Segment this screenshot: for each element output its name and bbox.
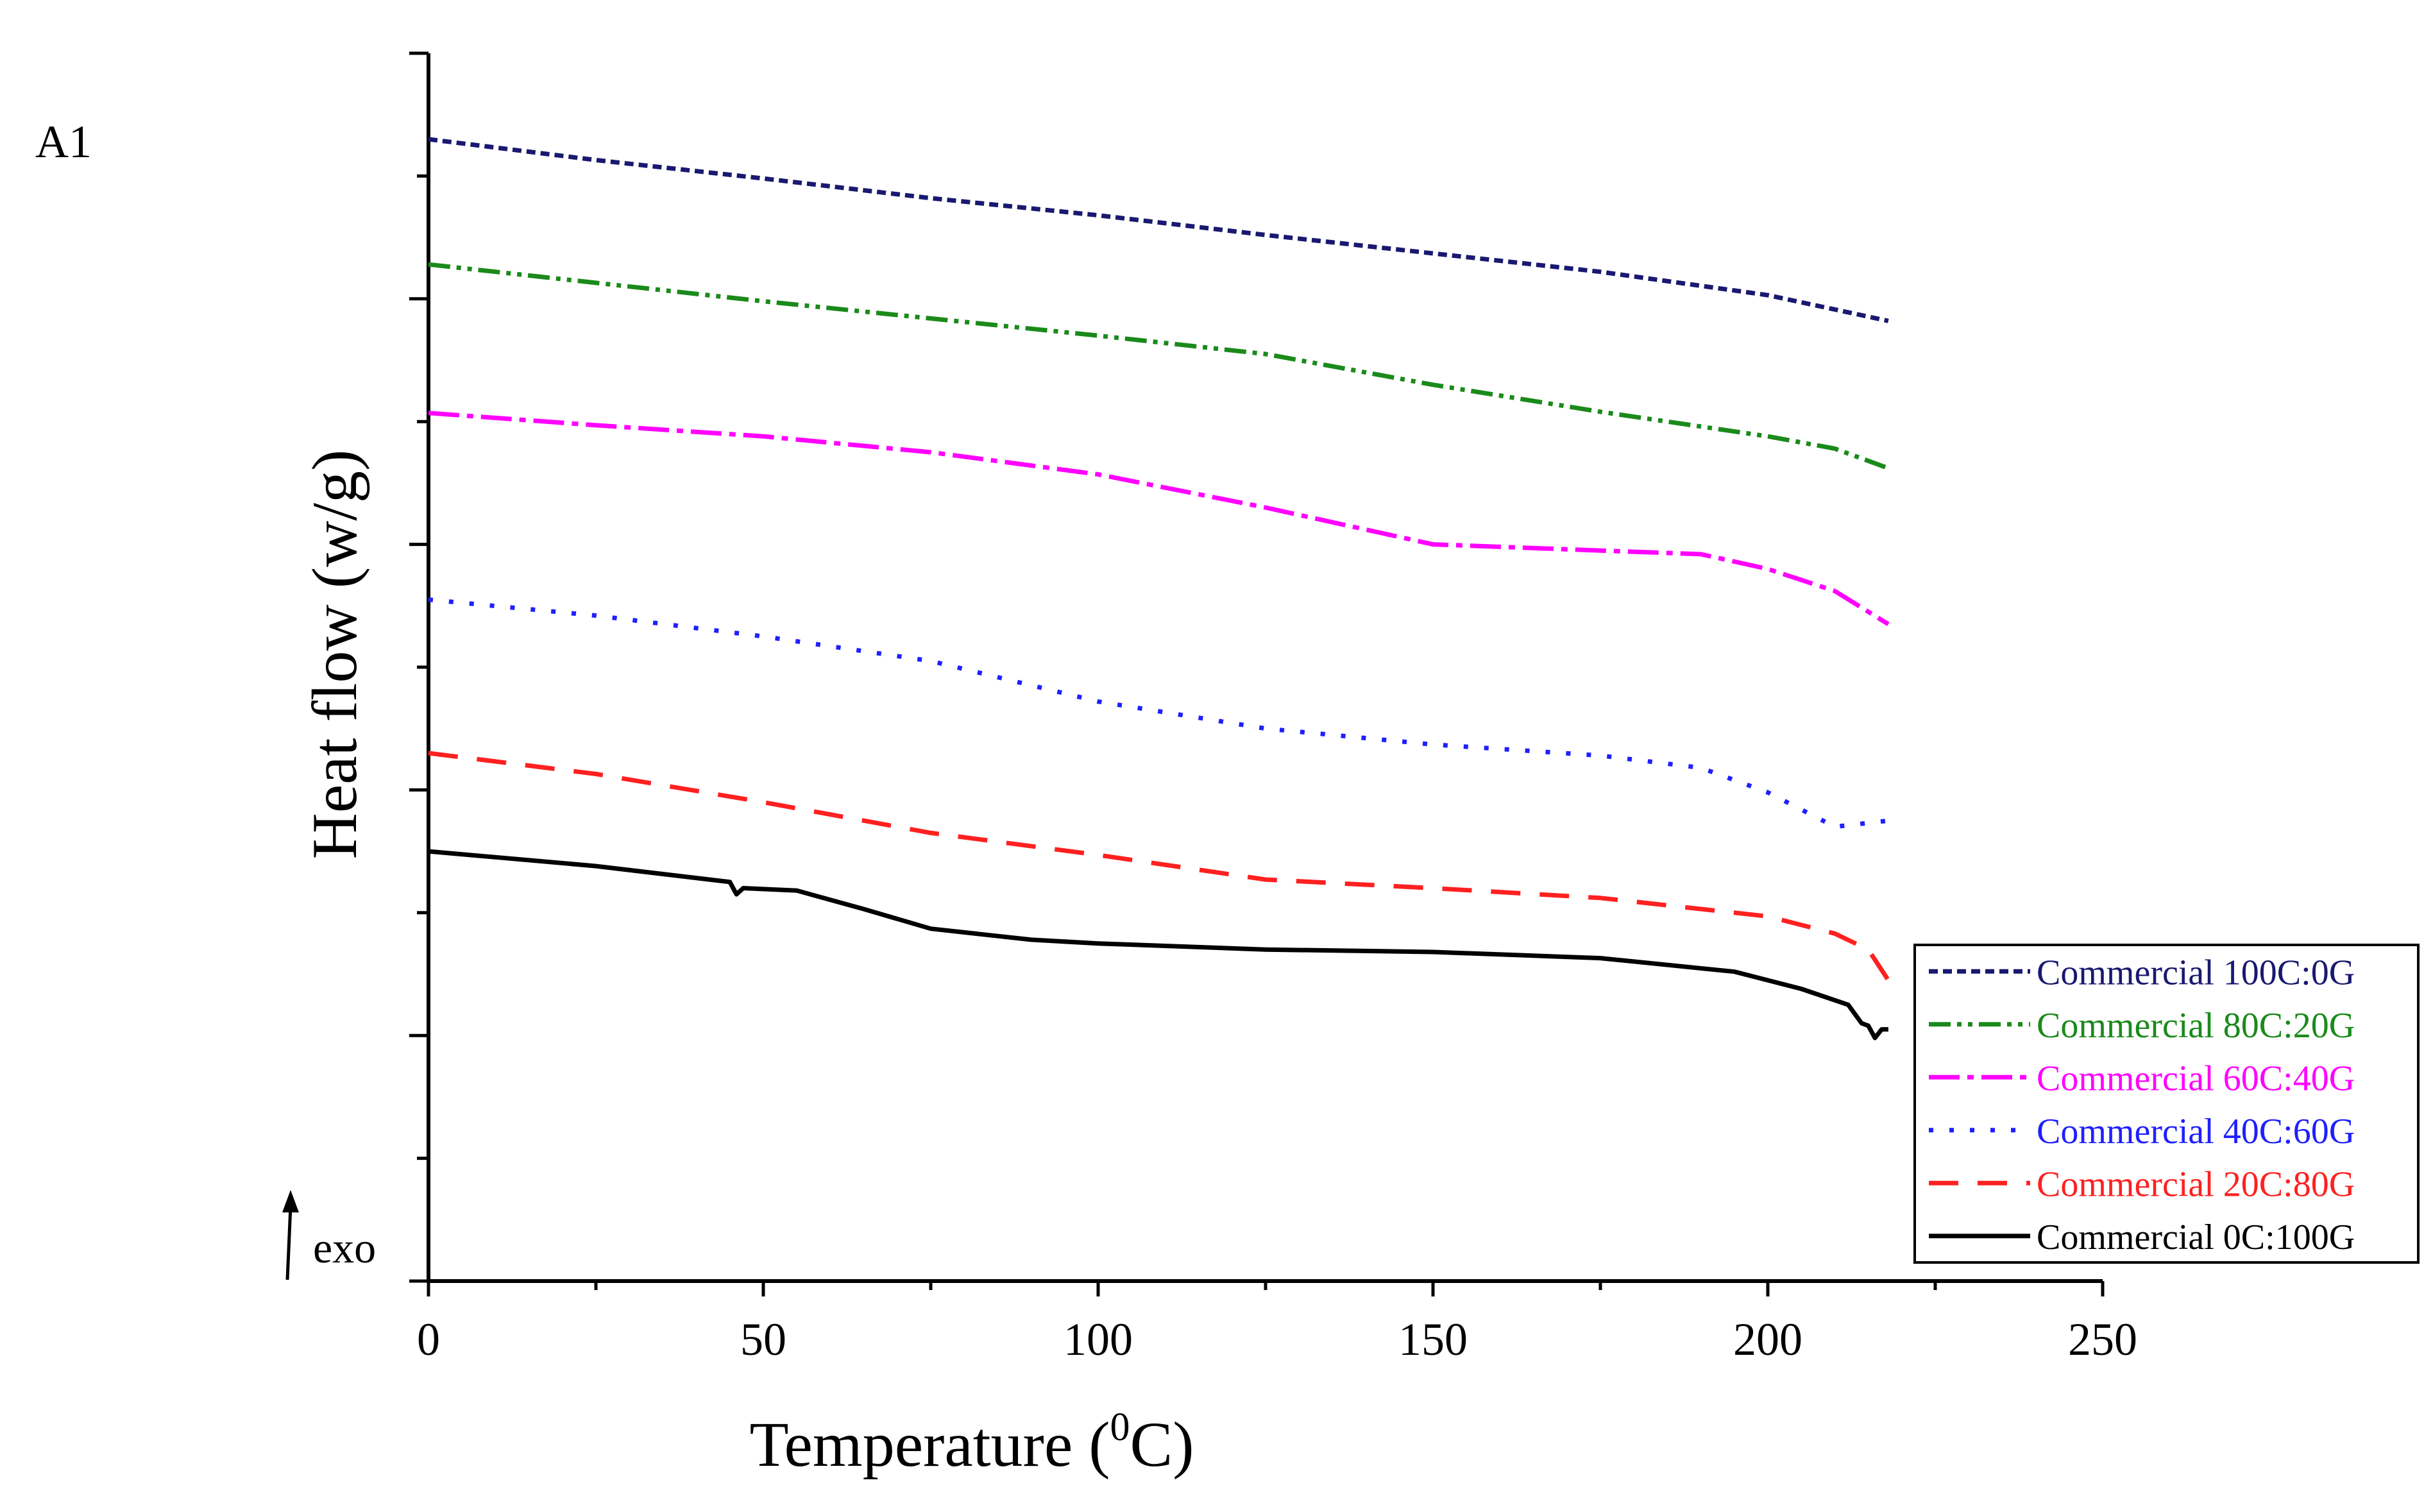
- x-tick-label: 150: [1398, 1314, 1468, 1365]
- exo-arrowhead-icon: [282, 1190, 299, 1212]
- series-line-3: [428, 411, 1890, 626]
- legend-box: [1913, 944, 2420, 1264]
- legend-label-5: Commercial 20C:80G: [2037, 1164, 2355, 1204]
- x-tick-label: 100: [1064, 1314, 1133, 1365]
- x-tick-label: 250: [2068, 1314, 2137, 1365]
- series-line-4: [428, 597, 1889, 829]
- panel-label: A1: [35, 116, 92, 167]
- legend-label-1: Commercial 100C:0G: [2037, 953, 2355, 992]
- x-tick-label: 0: [417, 1314, 440, 1365]
- legend-label-2: Commercial 80C:20G: [2037, 1006, 2355, 1046]
- series-line-1: [428, 137, 1889, 323]
- legend-label-3: Commercial 60C:40G: [2037, 1058, 2355, 1098]
- exo-label: exo: [313, 1223, 376, 1272]
- series-line-6: [428, 849, 1888, 1041]
- series-line-2: [428, 262, 1890, 471]
- series-line-5: [428, 751, 1890, 982]
- x-tick-label: 200: [1733, 1314, 1802, 1365]
- legend-label-4: Commercial 40C:60G: [2037, 1112, 2355, 1151]
- exo-arrow-icon: [285, 1205, 292, 1280]
- x-axis-title: Temperature (0C): [749, 1406, 1194, 1480]
- y-axis-title: Heat flow (w/g): [299, 450, 370, 860]
- legend-label-6: Commercial 0C:100G: [2037, 1218, 2355, 1257]
- x-tick-label: 50: [740, 1314, 786, 1365]
